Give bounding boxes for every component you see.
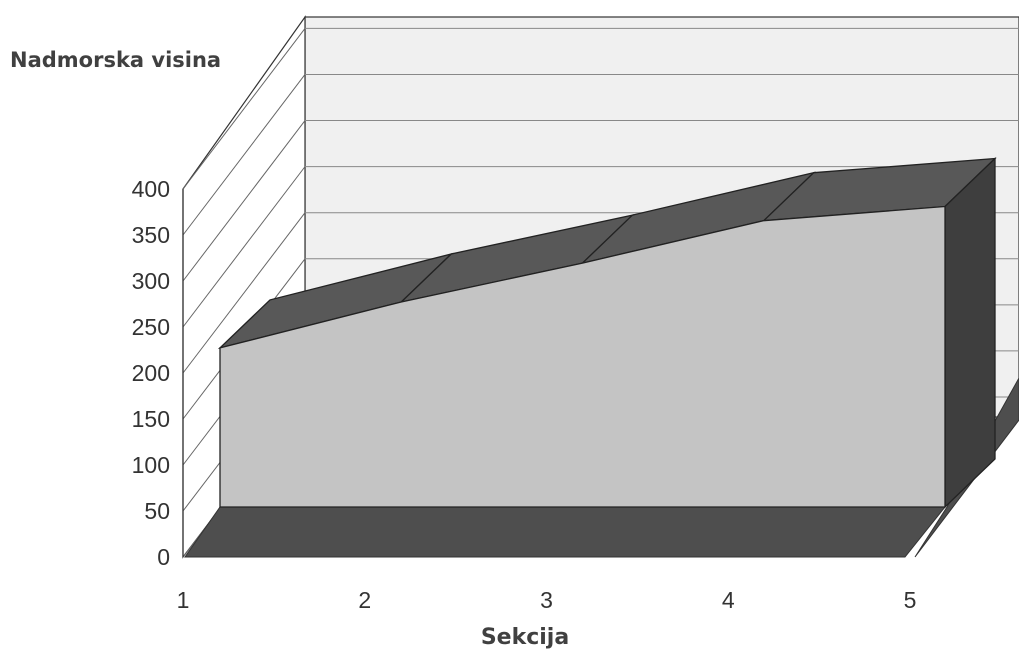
x-tick-label: 2 — [358, 587, 371, 613]
area-front-face — [219, 205, 946, 508]
x-tick-label: 4 — [722, 587, 735, 613]
y-tick-label: 0 — [157, 544, 170, 570]
y-tick-label: 400 — [132, 176, 170, 202]
y-axis-title: Nadmorska visina — [10, 48, 222, 72]
floor — [184, 506, 947, 558]
y-tick-label: 300 — [132, 268, 170, 294]
y-tick-label: 250 — [132, 314, 170, 340]
side-wall-gridline — [182, 212, 306, 374]
y-tick-label: 200 — [132, 360, 170, 386]
y-tick-label: 100 — [132, 452, 170, 478]
x-axis-title: Sekcija — [480, 625, 570, 650]
side-wall-gridline — [182, 120, 306, 282]
x-tick-label: 1 — [177, 587, 190, 613]
side-wall-gridline — [182, 74, 306, 236]
side-wall-gridline — [182, 28, 306, 190]
y-tick-label: 350 — [132, 222, 170, 248]
side-wall-gridline — [182, 166, 306, 328]
x-tick-label: 5 — [904, 587, 917, 613]
y-tick-label: 50 — [144, 498, 170, 524]
y-tick-label: 150 — [132, 406, 170, 432]
area-side-face — [944, 156, 996, 509]
x-tick-label: 3 — [540, 587, 553, 613]
